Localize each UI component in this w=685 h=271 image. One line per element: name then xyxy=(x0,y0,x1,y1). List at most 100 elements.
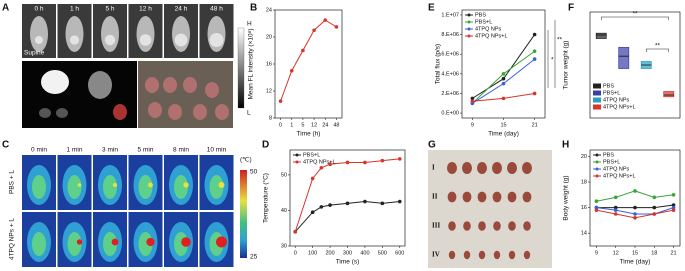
y-tick-label: 8 xyxy=(269,115,272,121)
tumor xyxy=(492,191,502,203)
x-tick-label: 21 xyxy=(532,122,538,128)
data-point xyxy=(380,158,385,163)
signal xyxy=(139,34,152,46)
panel-letter: C xyxy=(2,140,9,151)
time-label: 3 min xyxy=(102,147,118,154)
data-point xyxy=(501,96,506,101)
data-point xyxy=(671,193,676,197)
x-tick-label: 500 xyxy=(378,250,387,256)
x-tick-label: 9 xyxy=(595,250,598,256)
signal xyxy=(104,34,116,46)
data-point xyxy=(532,32,537,37)
x-axis-label: Time (day) xyxy=(620,259,651,266)
x-tick-label: 48 xyxy=(333,122,339,128)
time-label: 5 min xyxy=(138,147,154,154)
panel-letter: G xyxy=(428,140,436,151)
bracket xyxy=(601,16,669,20)
tumor xyxy=(462,191,472,203)
tumor xyxy=(508,250,516,260)
data-point xyxy=(613,208,618,212)
organ xyxy=(205,82,219,98)
annotation: ** xyxy=(632,11,638,18)
y-tick-label: 12 xyxy=(266,88,272,94)
x-tick-label: 12 xyxy=(311,122,317,128)
y-tick-label: 20 xyxy=(581,154,587,160)
panel-letter: H xyxy=(562,140,569,151)
data-point xyxy=(501,72,506,76)
data-point xyxy=(363,199,367,204)
tumor xyxy=(478,250,486,260)
legend-marker xyxy=(467,34,471,38)
hot-spot xyxy=(183,182,189,188)
row-label: III xyxy=(432,222,440,230)
data-point xyxy=(501,81,506,86)
x-tick-label: 5 xyxy=(301,122,304,128)
series-line xyxy=(294,158,400,232)
tumor xyxy=(463,250,471,260)
y-tick-label: 8.E+06 xyxy=(441,32,459,38)
data-point xyxy=(301,48,305,53)
y-tick-label: 6.E+06 xyxy=(441,52,459,58)
signal xyxy=(35,36,43,44)
y-tick-label: 20 xyxy=(266,34,272,40)
x-tick-label: 21 xyxy=(671,250,677,256)
data-point xyxy=(345,201,350,206)
bracket xyxy=(646,48,669,52)
mouse xyxy=(30,16,48,52)
data-point xyxy=(278,99,283,103)
row-label: 4TPQ NPs + L xyxy=(9,218,16,260)
legend-marker xyxy=(595,160,599,164)
data-point xyxy=(532,91,537,96)
hot-spot xyxy=(112,182,118,188)
data-point xyxy=(323,18,328,22)
colorbar xyxy=(237,27,245,109)
tumor xyxy=(522,191,532,203)
data-point xyxy=(532,57,537,61)
y-tick-label: 30 xyxy=(281,243,287,249)
time-label: 12 h xyxy=(139,6,152,13)
signal xyxy=(174,33,188,47)
data-point xyxy=(613,205,618,210)
data-point xyxy=(671,205,676,210)
colorbar xyxy=(240,170,247,258)
hot-spot xyxy=(146,237,155,247)
body-heat xyxy=(103,175,117,199)
data-point xyxy=(345,160,350,165)
annotation: ** xyxy=(655,43,661,50)
data-point xyxy=(532,49,537,54)
hot-spot xyxy=(76,239,83,245)
legend-marker xyxy=(467,20,471,24)
data-point xyxy=(652,205,657,210)
legend-label: PBS+L xyxy=(603,90,620,96)
data-point xyxy=(671,203,676,207)
tumor xyxy=(507,162,517,174)
x-axis-label: Time (h) xyxy=(297,131,321,138)
y-axis-label: Mean FL intensity (×10⁸) xyxy=(248,29,255,100)
organ xyxy=(215,104,229,120)
data-point xyxy=(594,208,599,212)
data-point xyxy=(380,201,385,206)
data-point xyxy=(289,68,294,73)
x-axis-label: Time (s) xyxy=(336,259,360,266)
tumor-photo xyxy=(428,150,552,268)
series-line xyxy=(280,19,337,102)
tumor xyxy=(478,221,486,231)
data-point xyxy=(334,25,339,29)
time-label: 0 h xyxy=(34,6,43,13)
legend-label: 4TPQ NPs xyxy=(603,166,630,172)
data-point xyxy=(470,96,475,101)
tumor xyxy=(492,162,502,174)
time-label: 1 min xyxy=(67,147,83,154)
panel-letter: F xyxy=(568,3,574,14)
panel-letter: A xyxy=(2,3,9,14)
body-heat xyxy=(138,175,153,199)
body-heat xyxy=(103,232,117,256)
legend-swatch xyxy=(593,83,601,89)
data-point xyxy=(312,28,316,33)
row-label: IV xyxy=(432,251,440,259)
y-tick-label: 16 xyxy=(581,205,587,211)
data-point xyxy=(633,216,637,220)
tumor xyxy=(448,221,456,231)
legend-label: PBS+L xyxy=(603,159,620,165)
legend-label: 4TPQ NPs+L xyxy=(603,104,636,110)
